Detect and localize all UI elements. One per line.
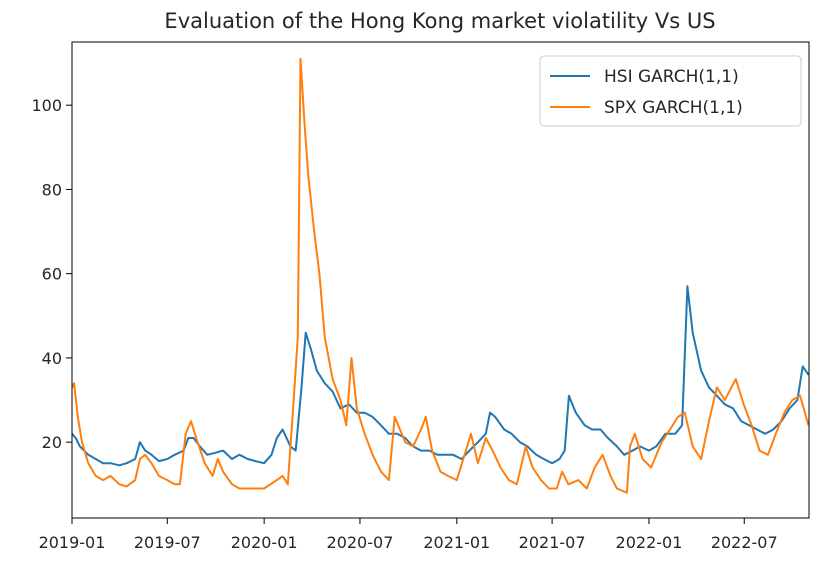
y-tick-label: 80 — [42, 180, 62, 199]
plot-frame — [71, 41, 810, 519]
y-tick-label: 40 — [42, 349, 62, 368]
y-tick-label: 20 — [42, 433, 62, 452]
x-tick-label: 2022-01 — [616, 533, 683, 552]
y-axis: 20 40 60 80 100 — [31, 96, 72, 452]
x-tick-label: 2019-01 — [39, 533, 106, 552]
legend-box — [539, 55, 802, 127]
legend-label: HSI GARCH(1,1) — [604, 67, 739, 87]
x-axis: 2019-01 2019-07 2020-01 2020-07 2021-01 2021-… — [39, 518, 778, 552]
x-tick-label: 2020-07 — [327, 533, 394, 552]
x-tick-label: 2019-07 — [134, 533, 201, 552]
series-line-spx — [71, 57, 810, 494]
x-tick-label: 2021-07 — [519, 533, 586, 552]
chart-title: Evaluation of the Hong Kong market viola… — [164, 9, 715, 33]
series-layer — [71, 57, 810, 494]
x-tick-label: 2022-07 — [711, 533, 778, 552]
y-tick-label: 100 — [31, 96, 62, 115]
x-tick-label: 2021-01 — [423, 533, 490, 552]
legend: HSI GARCH(1,1) SPX GARCH(1,1) — [539, 55, 802, 127]
y-tick-label: 60 — [42, 265, 62, 284]
x-tick-label: 2020-01 — [231, 533, 298, 552]
legend-label: SPX GARCH(1,1) — [604, 98, 743, 118]
series-line-hsi — [71, 285, 810, 467]
